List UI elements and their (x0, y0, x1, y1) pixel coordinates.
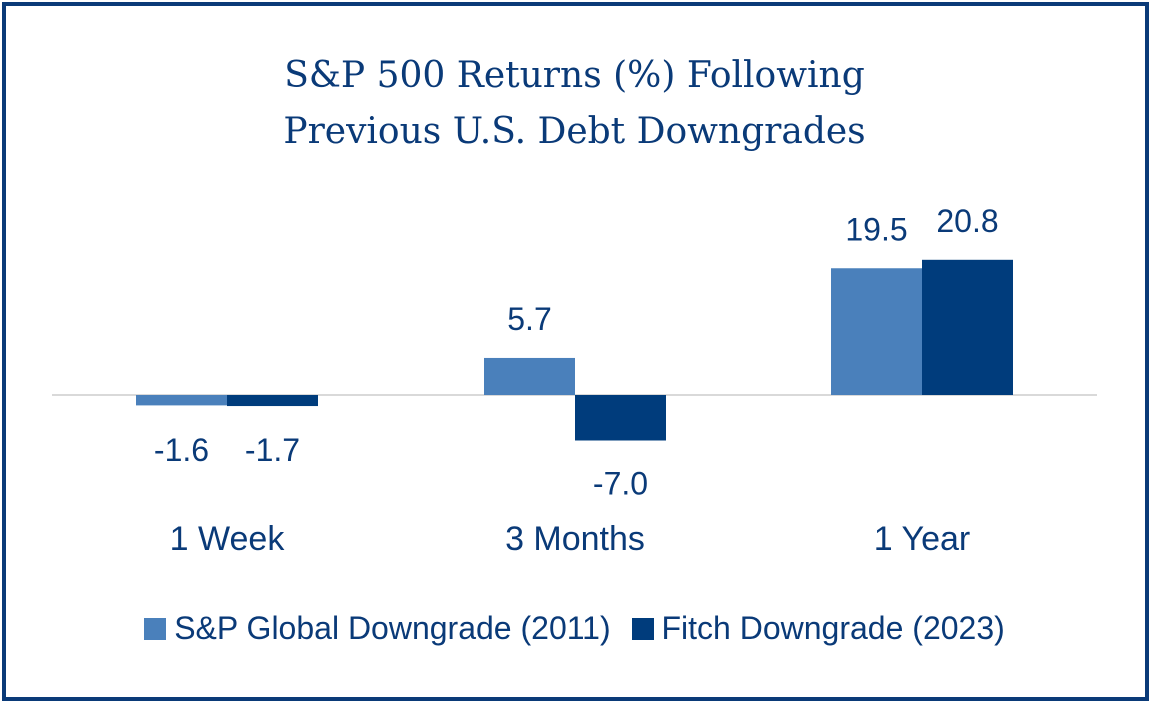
bar-2-1-year (922, 259, 1013, 395)
legend-item-series-2: Fitch Downgrade (2023) (631, 610, 1005, 647)
data-label: 20.8 (936, 203, 998, 239)
data-label: -1.7 (245, 432, 300, 468)
data-label: -7.0 (593, 466, 648, 502)
legend-item-series-1: S&P Global Downgrade (2011) (144, 610, 611, 647)
bar-1-1-week (136, 395, 227, 406)
legend-swatch-series-1 (144, 617, 167, 640)
category-label: 1 Year (874, 520, 970, 558)
data-label: 5.7 (507, 301, 551, 337)
bar-1-3-months (484, 357, 575, 395)
chart-title-line-1: S&P 500 Returns (%) Following (284, 55, 865, 96)
bar-2-3-months (575, 395, 666, 441)
chart-legend: S&P Global Downgrade (2011) Fitch Downgr… (0, 610, 1149, 648)
chart-title-line-2: Previous U.S. Debt Downgrades (283, 111, 866, 152)
chart-title: S&P 500 Returns (%) Following Previous U… (0, 48, 1149, 160)
data-label: 19.5 (845, 211, 907, 247)
category-label: 1 Week (170, 520, 286, 558)
legend-swatch-series-2 (631, 617, 654, 640)
legend-label-series-2: Fitch Downgrade (2023) (661, 610, 1005, 646)
bar-1-1-year (831, 268, 922, 395)
legend-label-series-1: S&P Global Downgrade (2011) (174, 610, 611, 646)
bar-2-1-week (227, 395, 318, 407)
category-label: 3 Months (505, 520, 645, 558)
data-label: -1.6 (154, 432, 209, 468)
